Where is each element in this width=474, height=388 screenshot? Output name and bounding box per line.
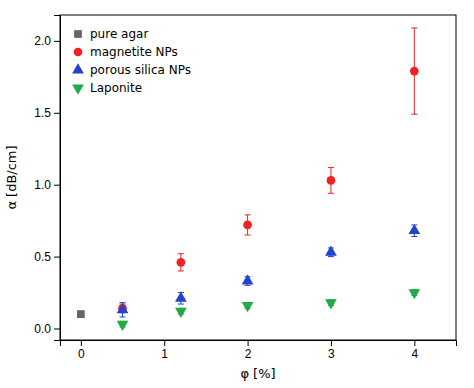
tick: 0.5	[34, 250, 60, 264]
legend-symbol	[74, 30, 82, 38]
tick-label: 1.0	[34, 178, 51, 192]
legend-label: magnetite NPs	[90, 45, 178, 59]
point	[117, 303, 129, 313]
tick: 2	[245, 340, 252, 361]
tick-label: 0.0	[34, 322, 51, 336]
legend-label: Laponite	[90, 81, 142, 95]
tick-mark	[54, 328, 60, 329]
axis-domain	[54, 16, 61, 341]
tick-label: 0	[78, 347, 85, 361]
tick-label: 3	[328, 347, 335, 361]
legend-label: porous silica NPs	[90, 63, 191, 77]
point	[325, 245, 337, 255]
error-bar-cap	[328, 193, 334, 194]
legend-item: porous silica NPs	[72, 63, 191, 77]
tick-mark	[81, 340, 82, 346]
tick-label: 4	[411, 347, 418, 361]
error-bar-cap	[120, 302, 126, 303]
point	[325, 299, 337, 309]
x-axis: 0 1 2 3 4	[61, 340, 457, 361]
tick: 3	[328, 340, 335, 361]
series	[77, 310, 85, 318]
point	[410, 67, 419, 76]
plot-frame	[60, 15, 456, 340]
error-bar-cap	[411, 236, 417, 237]
marks	[77, 28, 420, 331]
legend: pure agar magnetite NPs porous silica NPs L…	[72, 27, 191, 95]
error-bar-cap	[178, 253, 184, 254]
error-bar-cap	[120, 316, 126, 317]
point	[242, 274, 254, 284]
point	[408, 224, 420, 234]
tick-mark	[164, 340, 165, 346]
legend-item: magnetite NPs	[74, 45, 178, 59]
tick-mark	[54, 41, 60, 42]
point	[175, 308, 187, 318]
point	[243, 221, 252, 230]
tick: 1	[161, 340, 168, 361]
legend-symbol	[74, 48, 83, 57]
y-axis-title: α [dB/cm]	[4, 145, 19, 209]
tick-mark	[54, 185, 60, 186]
error-bar-cap	[245, 285, 251, 286]
legend-symbol	[72, 85, 84, 95]
series	[117, 224, 421, 317]
legend-label: pure agar	[90, 27, 148, 41]
point	[175, 292, 187, 302]
tick-mark	[414, 340, 415, 346]
tick-label: 1.5	[34, 106, 51, 120]
legend-item: Laponite	[72, 81, 142, 95]
point	[117, 321, 129, 331]
legend-symbol	[72, 63, 84, 73]
tick-label: 0.5	[34, 250, 51, 264]
tick-mark	[54, 257, 60, 258]
error-bar-cap	[245, 235, 251, 236]
tick-mark	[54, 113, 60, 114]
error-bar-cap	[328, 256, 334, 257]
error-bar-cap	[411, 114, 417, 115]
point	[408, 289, 420, 299]
tick: 2.0	[34, 34, 60, 48]
error-bar-cap	[178, 270, 184, 271]
tick-label: 1	[161, 347, 168, 361]
tick: 1.5	[34, 106, 60, 120]
tick-label: 2	[245, 347, 252, 361]
error-bar-cap	[411, 27, 417, 28]
point	[77, 310, 85, 318]
tick: 4	[411, 340, 418, 361]
tick-mark	[331, 340, 332, 346]
chart: 0 1 2 3 4 0.0 0.5 1.0 1.5 2.0 pure agar magnetite N…	[0, 0, 474, 388]
point	[327, 176, 336, 185]
plot: 0 1 2 3 4 0.0 0.5 1.0 1.5 2.0 pure agar magnetite N…	[34, 15, 456, 361]
tick: 0.0	[34, 322, 60, 336]
point	[242, 302, 254, 312]
point	[177, 258, 186, 267]
axis-domain	[61, 341, 457, 347]
error-bar	[78, 311, 84, 317]
tick-mark	[248, 340, 249, 346]
tick-label: 2.0	[34, 34, 51, 48]
y-axis: 0.0 0.5 1.0 1.5 2.0	[34, 16, 60, 341]
error-bar-cap	[178, 304, 184, 305]
tick: 1.0	[34, 178, 60, 192]
tick: 0	[78, 340, 85, 361]
series	[117, 289, 421, 331]
error-bar-cap	[328, 167, 334, 168]
error-bar-cap	[245, 214, 251, 215]
x-axis-title: φ [%]	[240, 366, 275, 381]
legend-item: pure agar	[74, 27, 148, 41]
